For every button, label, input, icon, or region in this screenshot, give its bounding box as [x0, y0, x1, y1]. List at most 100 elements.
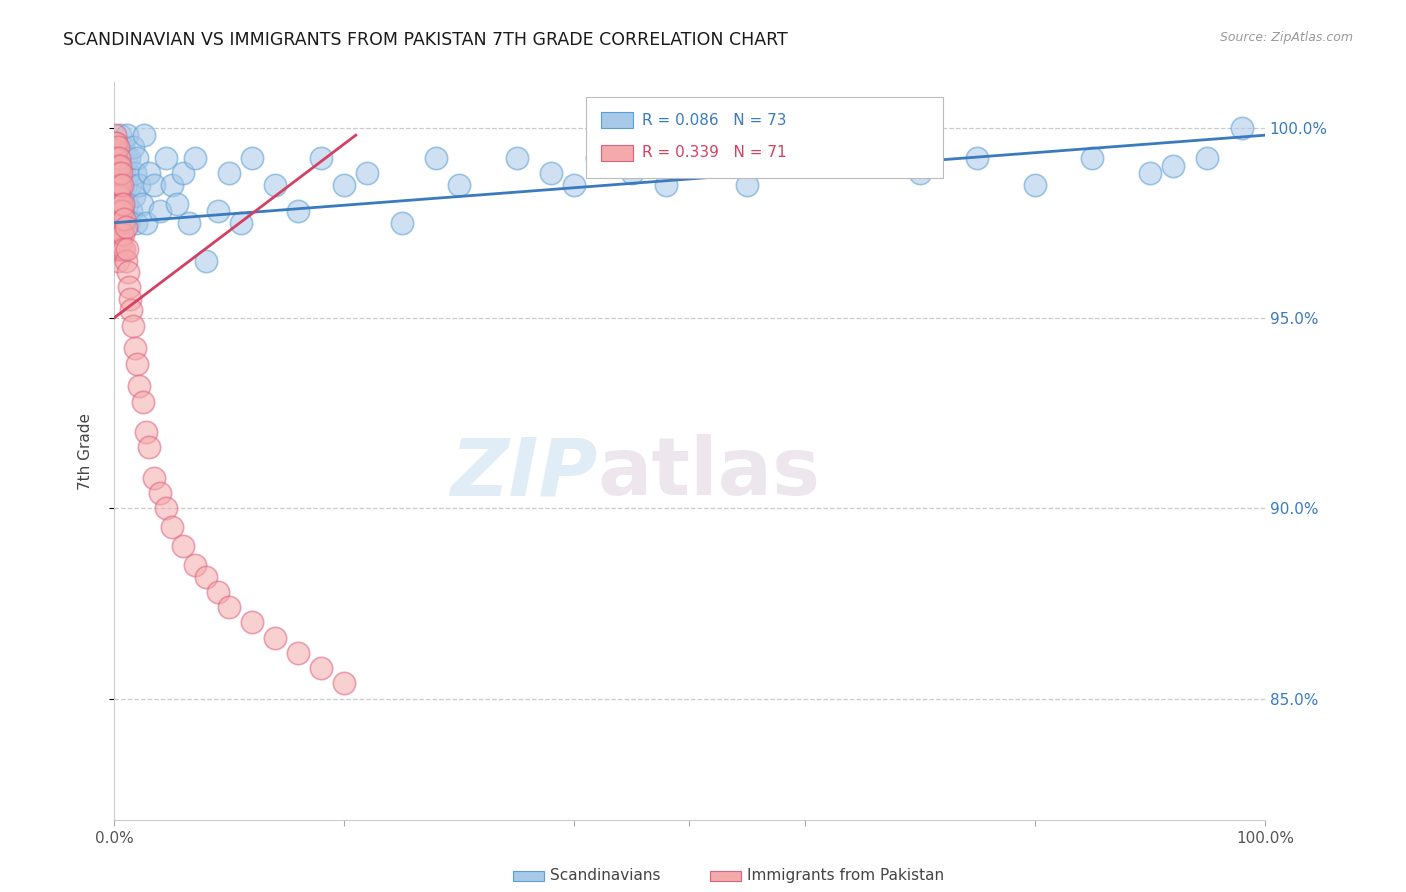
Point: [132, 394, 155, 409]
Point: [114, 178, 136, 192]
Point: [1024, 178, 1046, 192]
Point: [1197, 151, 1219, 165]
Point: [287, 204, 309, 219]
Point: [425, 151, 447, 165]
Point: [564, 178, 586, 192]
Point: [105, 166, 128, 180]
Point: [104, 204, 127, 219]
Point: [333, 676, 356, 690]
Point: [107, 139, 129, 153]
Point: [114, 211, 136, 226]
Text: R = 0.339   N = 71: R = 0.339 N = 71: [643, 145, 787, 161]
Point: [105, 216, 128, 230]
Point: [114, 216, 136, 230]
Point: [108, 204, 131, 219]
Point: [309, 151, 332, 165]
Point: [240, 151, 263, 165]
Point: [105, 166, 128, 180]
Point: [105, 136, 128, 150]
Point: [149, 204, 172, 219]
Point: [195, 253, 218, 268]
Point: [121, 318, 143, 333]
Text: SCANDINAVIAN VS IMMIGRANTS FROM PAKISTAN 7TH GRADE CORRELATION CHART: SCANDINAVIAN VS IMMIGRANTS FROM PAKISTAN…: [63, 31, 787, 49]
Point: [107, 159, 129, 173]
Point: [287, 646, 309, 660]
Point: [207, 585, 229, 599]
Point: [540, 166, 562, 180]
Point: [108, 128, 131, 143]
Point: [333, 178, 356, 192]
Point: [110, 151, 132, 165]
Point: [135, 216, 157, 230]
Point: [229, 216, 252, 230]
Point: [138, 440, 160, 454]
Point: [124, 342, 146, 356]
Point: [112, 139, 135, 153]
Point: [131, 196, 153, 211]
Text: Scandinavians: Scandinavians: [550, 869, 661, 883]
Point: [110, 227, 132, 242]
Point: [120, 178, 142, 192]
Point: [356, 166, 378, 180]
Point: [264, 178, 287, 192]
Point: [110, 178, 132, 192]
Point: [104, 159, 127, 173]
Point: [114, 253, 136, 268]
Point: [155, 151, 177, 165]
Point: [104, 136, 127, 150]
Point: [110, 196, 132, 211]
Point: [115, 243, 138, 257]
Point: [118, 280, 141, 294]
Point: [391, 216, 413, 230]
Point: [104, 219, 127, 234]
Point: [107, 139, 129, 153]
Point: [218, 600, 240, 615]
Point: [620, 166, 643, 180]
Point: [586, 151, 609, 165]
Point: [111, 243, 134, 257]
Point: [124, 166, 146, 180]
Point: [117, 216, 139, 230]
Point: [107, 243, 129, 257]
Point: [128, 178, 150, 192]
Point: [105, 151, 128, 165]
Point: [177, 216, 200, 230]
Point: [105, 181, 128, 195]
Point: [120, 292, 142, 306]
Point: [218, 166, 240, 180]
Point: [108, 159, 131, 173]
Point: [108, 178, 131, 192]
Point: [114, 219, 136, 234]
Point: [449, 178, 471, 192]
Point: [195, 570, 218, 584]
Point: [107, 178, 129, 192]
Point: [117, 166, 139, 180]
Point: [132, 128, 155, 143]
Point: [104, 166, 127, 180]
Point: [1081, 151, 1104, 165]
Point: [111, 178, 134, 192]
Point: [127, 357, 149, 371]
Point: [143, 178, 166, 192]
Point: [108, 235, 131, 249]
Point: [128, 379, 150, 393]
Text: Immigrants from Pakistan: Immigrants from Pakistan: [747, 869, 943, 883]
Point: [107, 196, 129, 211]
Point: [107, 196, 129, 211]
Point: [120, 204, 142, 219]
Y-axis label: 7th Grade: 7th Grade: [79, 413, 93, 490]
Point: [117, 265, 139, 279]
Point: [127, 151, 149, 165]
Point: [183, 558, 205, 573]
Point: [309, 661, 332, 675]
Point: [111, 204, 134, 219]
Bar: [600, 145, 633, 161]
Point: [966, 151, 988, 165]
FancyBboxPatch shape: [586, 96, 942, 178]
Point: [149, 486, 172, 500]
Text: atlas: atlas: [598, 434, 821, 512]
Point: [160, 520, 183, 534]
Point: [1161, 159, 1184, 173]
Point: [115, 196, 138, 211]
Point: [104, 151, 127, 165]
